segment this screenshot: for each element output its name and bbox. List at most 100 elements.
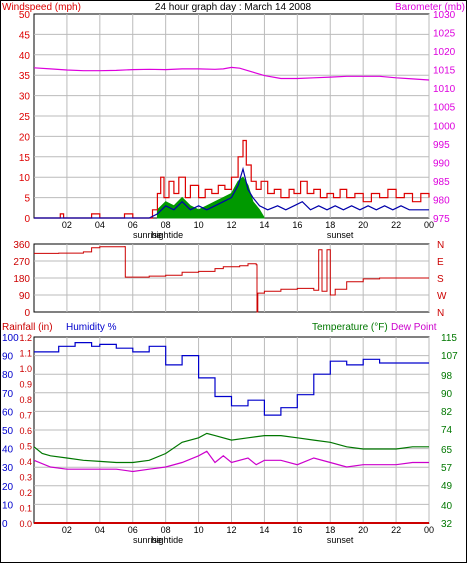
sunset-marker: sunset [327, 535, 354, 545]
wind-gust-line [34, 139, 430, 219]
y-tick-right: 985 [433, 177, 450, 188]
humidity-tick: 10 [2, 500, 14, 511]
x-tick-label: 02 [62, 525, 72, 535]
dir-tick-left: 90 [19, 291, 31, 302]
temp-tick: 40 [441, 501, 453, 512]
humidity-tick: 0 [2, 519, 8, 530]
y-tick-left: 40 [19, 51, 31, 62]
compass-tick: S [437, 274, 444, 285]
y-tick-right: 1025 [433, 29, 456, 40]
x-tick-label: 16 [292, 525, 302, 535]
hightide-marker: hightide [152, 230, 184, 240]
x-tick-label: 00 [424, 220, 434, 230]
y-tick-left: 20 [19, 132, 31, 143]
x-tick-label: 08 [161, 220, 171, 230]
temp-tick: 98 [441, 371, 453, 382]
dewpoint-line [33, 450, 429, 473]
humidity-tick: 80 [2, 370, 14, 381]
barometer-line [33, 66, 430, 81]
humidity-tick: 40 [2, 445, 14, 456]
y-tick-right: 1000 [433, 121, 456, 132]
temp-tick: 57 [441, 463, 453, 474]
x-tick-label: 10 [194, 220, 204, 230]
x-tick-label: 10 [194, 525, 204, 535]
temp-tick: 115 [441, 333, 457, 344]
y-tick-right: 1030 [433, 10, 456, 21]
rain-tick: 0.2 [19, 488, 32, 498]
temp-tick: 82 [441, 407, 453, 418]
wind-average-line [34, 166, 429, 219]
sunset-marker: sunset [327, 230, 354, 240]
x-tick-label: 22 [391, 525, 401, 535]
temperature-label: Temperature (°F) [312, 322, 388, 333]
dir-tick-left: 0 [24, 308, 30, 319]
rainfall-label: Rainfall (in) [2, 322, 53, 333]
dewpoint-label: Dew Point [391, 322, 437, 333]
y-tick-left: 25 [19, 112, 31, 123]
x-tick-label: 18 [325, 525, 335, 535]
humidity-tick: 90 [2, 352, 14, 363]
humidity-tick: 100 [2, 333, 19, 344]
rain-humidity-temp-plot: 0 10 20 30 40 50 60 70 80 90 100 0.0 0.1 0.2 0.3 0.4 0.5… [2, 333, 458, 545]
y-tick-left: 50 [19, 10, 31, 21]
compass-tick: N [437, 240, 444, 251]
x-tick-label: 12 [226, 525, 236, 535]
x-tick-label: 04 [95, 220, 105, 230]
humidity-tick: 60 [2, 407, 14, 418]
x-tick-label: 08 [161, 525, 171, 535]
y-tick-left: 35 [19, 71, 31, 82]
dir-tick-left: 360 [13, 240, 30, 251]
rain-tick: 0.4 [19, 457, 32, 467]
rain-tick: 0.9 [19, 380, 32, 390]
x-tick-label: 20 [358, 525, 368, 535]
compass-tick: N [437, 308, 444, 319]
y-tick-right: 975 [433, 214, 450, 225]
wind-baro-plot: 0510152025303540455097598098599099510001… [19, 10, 456, 240]
temp-tick: 49 [441, 481, 453, 492]
y-tick-right: 990 [433, 158, 450, 169]
rain-tick: 1.1 [19, 349, 32, 359]
x-tick-label: 12 [226, 220, 236, 230]
x-tick-label: 16 [292, 220, 302, 230]
rain-tick: 0.8 [19, 395, 32, 405]
y-tick-right: 1005 [433, 103, 456, 114]
wind-direction-line [34, 246, 429, 313]
temp-tick: 107 [441, 351, 458, 362]
temp-tick: 32 [441, 519, 453, 530]
sunrise-marker: sunrise [133, 535, 162, 545]
rain-tick: 0.1 [19, 504, 32, 514]
rain-tick: 0.5 [19, 442, 32, 452]
x-tick-label: 02 [62, 220, 72, 230]
x-tick-label: 18 [325, 220, 335, 230]
humidity-tick: 50 [2, 426, 14, 437]
rain-tick: 1.0 [19, 364, 32, 374]
x-tick-label: 04 [95, 525, 105, 535]
x-tick-label: 00 [424, 525, 434, 535]
y-tick-right: 1010 [433, 84, 456, 95]
rain-tick: 0.7 [19, 411, 32, 421]
y-tick-left: 15 [19, 153, 31, 164]
rain-tick: 1.2 [19, 333, 32, 343]
y-tick-right: 1015 [433, 66, 456, 77]
rain-tick: 0.3 [19, 473, 32, 483]
humidity-line [34, 342, 429, 416]
x-tick-label: 06 [128, 525, 138, 535]
humidity-label: Humidity % [66, 322, 117, 333]
y-tick-right: 980 [433, 195, 450, 206]
rain-tick: 0.6 [19, 426, 32, 436]
dir-tick-left: 180 [13, 274, 30, 285]
y-tick-left: 45 [19, 30, 31, 41]
compass-tick: W [437, 291, 447, 302]
chart-title: 24 hour graph day : March 14 2008 [155, 2, 312, 13]
y-tick-left: 30 [19, 92, 31, 103]
x-tick-label: 06 [128, 220, 138, 230]
x-tick-label: 20 [358, 220, 368, 230]
y-tick-left: 0 [24, 214, 30, 225]
hightide-marker: hightide [152, 535, 184, 545]
rain-tick: 0.0 [19, 519, 32, 529]
x-tick-label: 14 [259, 220, 269, 230]
barometer-label: Barometer (mb) [395, 2, 465, 13]
temp-tick: 74 [441, 425, 453, 436]
